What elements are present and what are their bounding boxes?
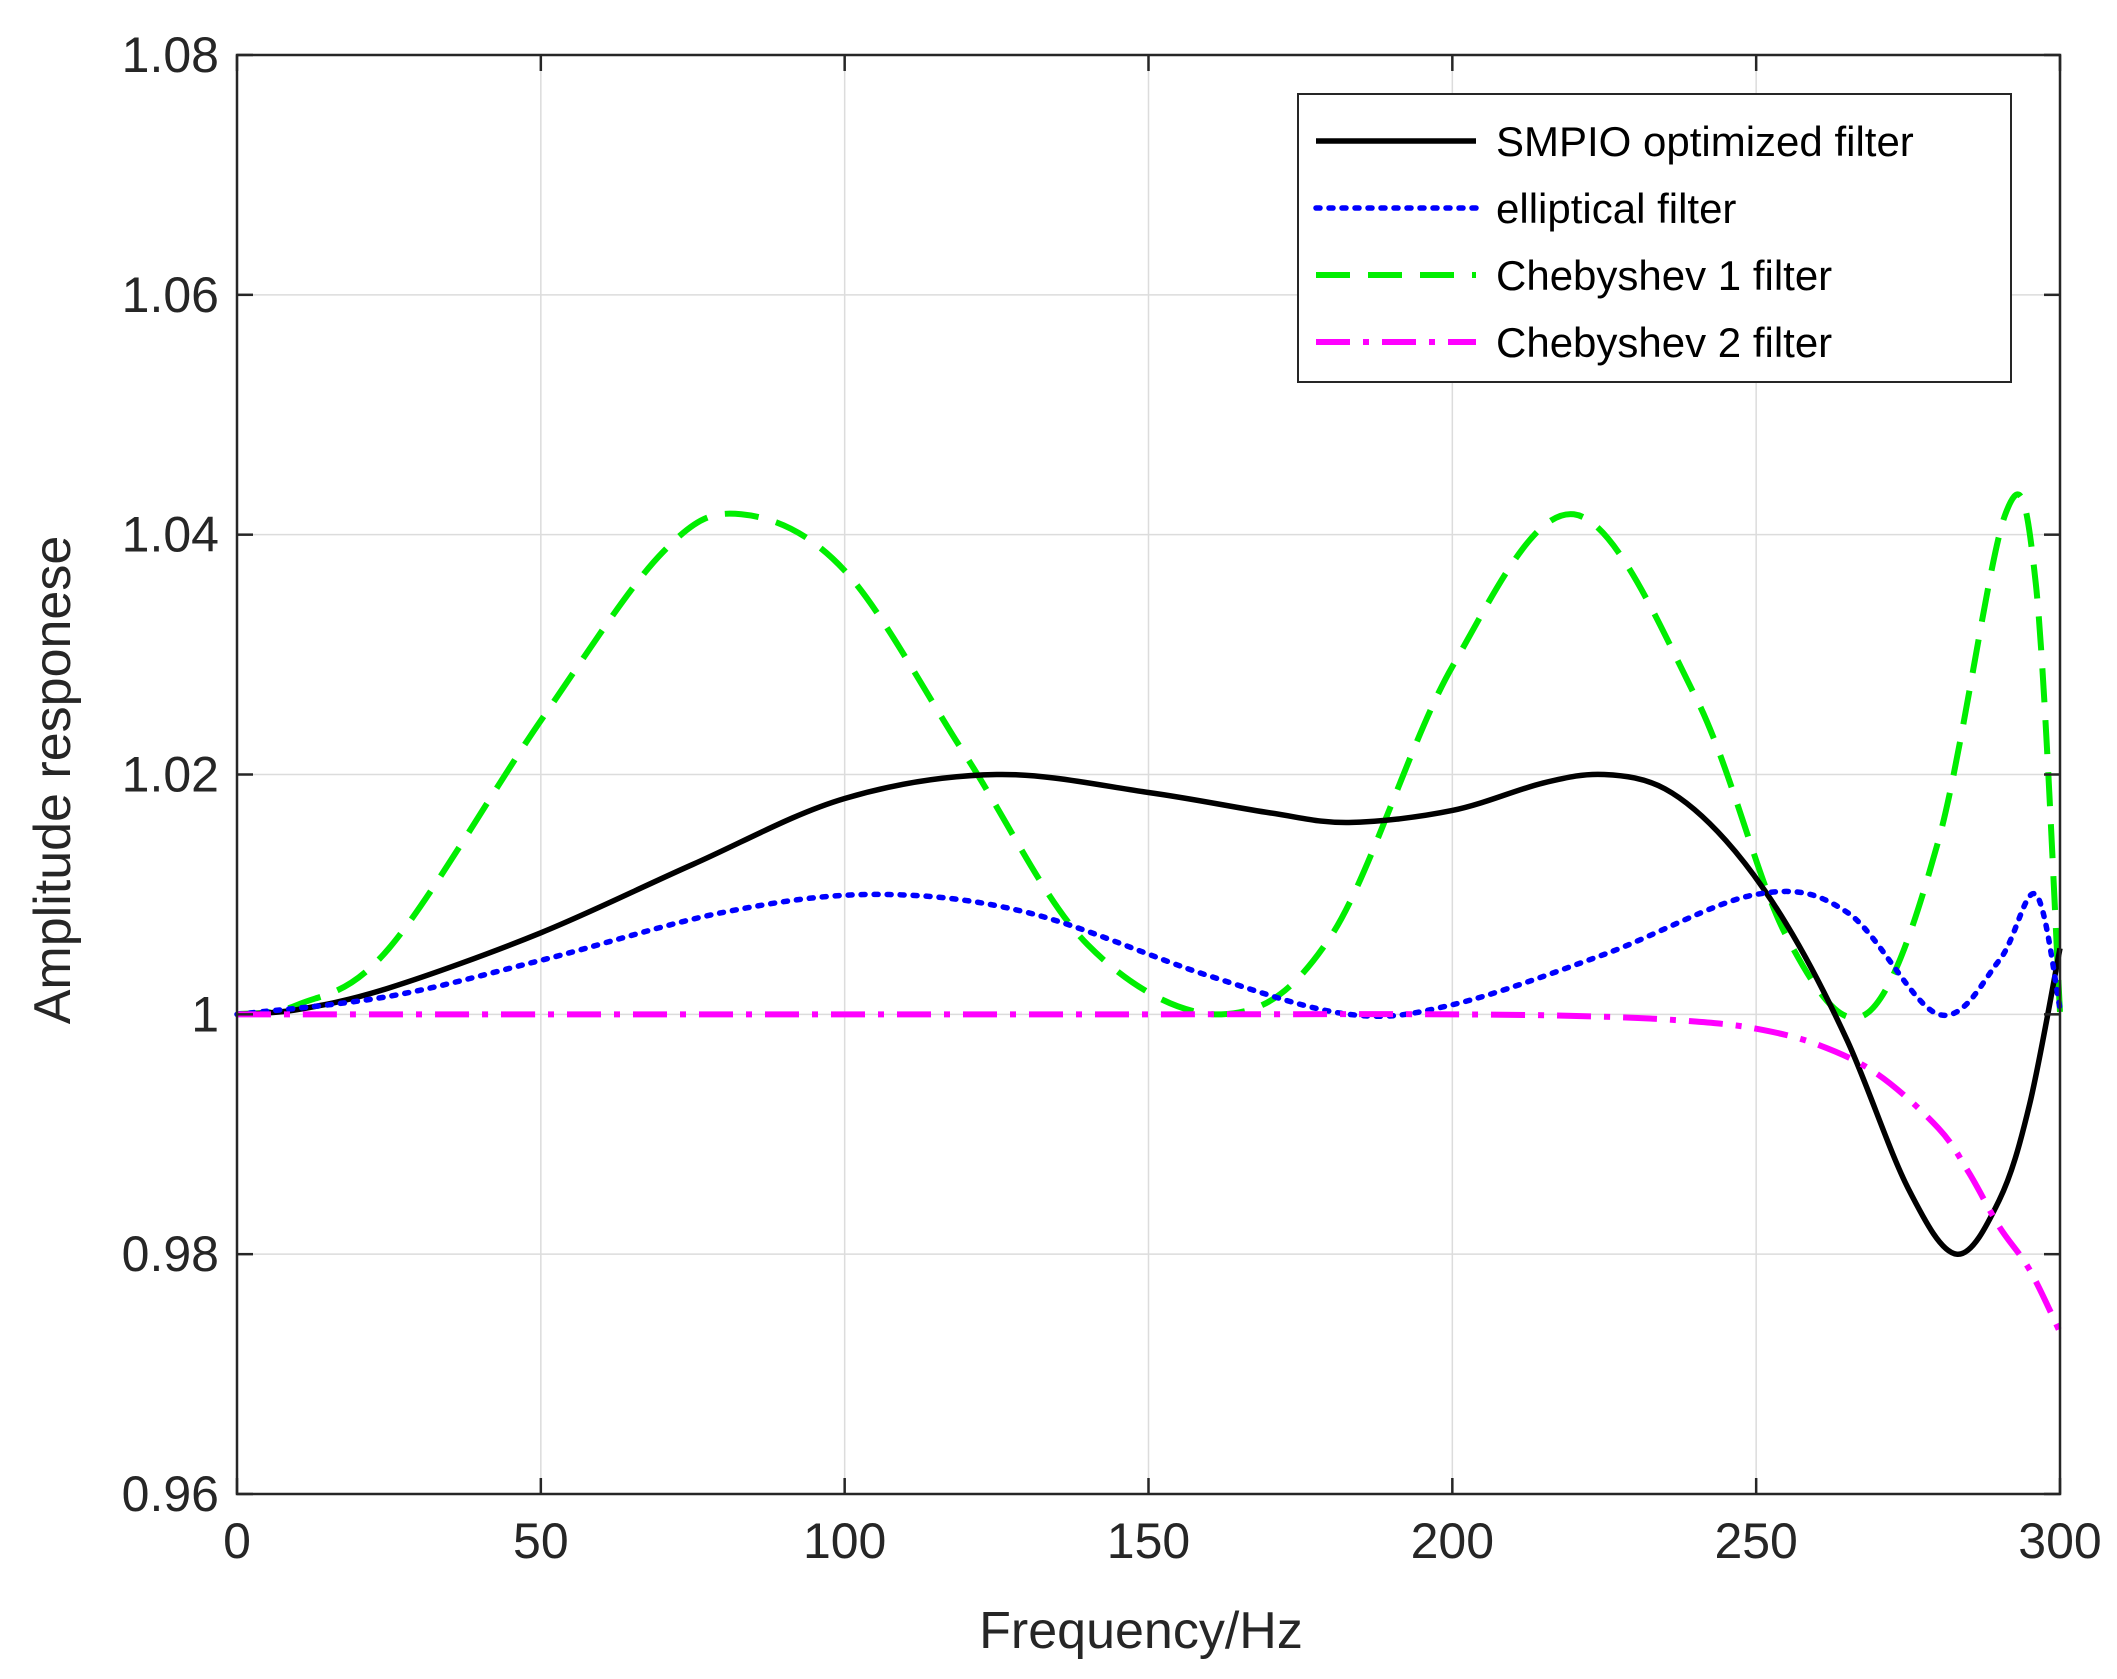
y-tick-label: 1 (191, 986, 219, 1042)
x-tick-label: 250 (1714, 1513, 1797, 1569)
x-tick-label: 300 (2018, 1513, 2101, 1569)
y-tick-label: 0.96 (122, 1466, 219, 1522)
legend-label: Chebyshev 2 filter (1496, 319, 1832, 366)
x-tick-label: 100 (803, 1513, 886, 1569)
x-tick-label: 0 (223, 1513, 251, 1569)
series-line-chebyshev-2-filter (236, 1011, 2063, 1334)
y-axis-label: Amplitude responese (24, 536, 82, 1025)
y-tick-labels: 0.96 0.98 1 1.02 1.04 1.06 1.08 (122, 27, 219, 1522)
x-tick-labels: 0 50 100 150 200 250 300 (223, 1513, 2102, 1569)
legend-label: SMPIO optimized filter (1496, 118, 1914, 165)
series-line-smpio-optimized-filter (236, 771, 2063, 1257)
legend-label: elliptical filter (1496, 185, 1736, 232)
x-tick-label: 200 (1411, 1513, 1494, 1569)
x-axis-label: Frequency/Hz (979, 1602, 1303, 1660)
y-tick-label: 1.02 (122, 747, 219, 803)
y-tick-label: 0.98 (122, 1226, 219, 1282)
series-line-chebyshev-1-filter (236, 491, 2063, 1021)
y-tick-label: 1.04 (122, 507, 219, 563)
y-tick-label: 1.08 (122, 27, 219, 83)
legend-label: Chebyshev 1 filter (1496, 252, 1832, 299)
series-group (234, 491, 2063, 1334)
series-line-elliptical-filter (234, 888, 2063, 1020)
y-tick-label: 1.06 (122, 267, 219, 323)
x-tick-label: 150 (1107, 1513, 1190, 1569)
legend: SMPIO optimized filter elliptical filter C… (1297, 93, 2012, 383)
axes (235, 53, 2062, 1496)
x-tick-label: 50 (513, 1513, 569, 1569)
